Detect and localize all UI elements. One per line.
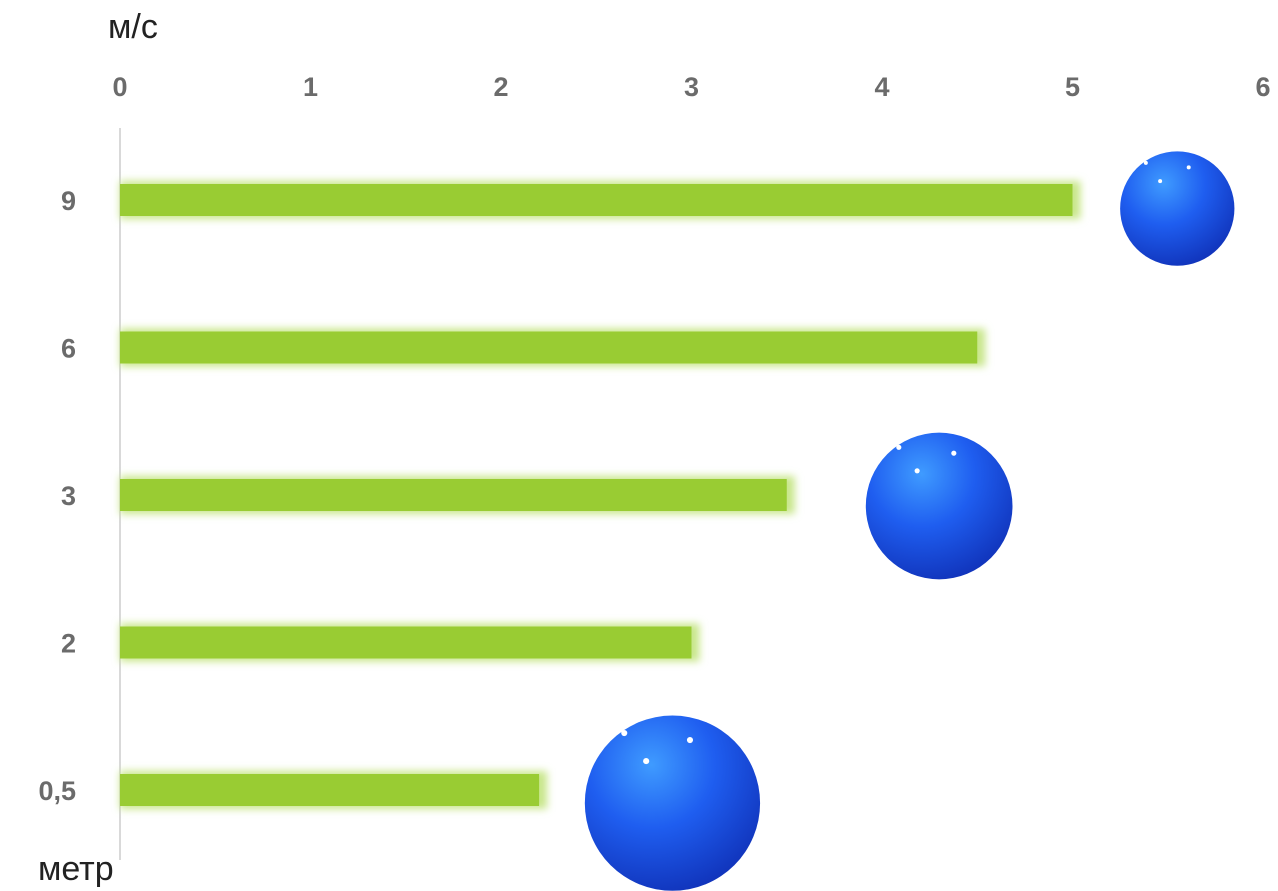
ball-icon <box>865 432 1013 580</box>
y-tick-label: 6 <box>61 334 76 364</box>
y-tick-label: 9 <box>61 186 76 216</box>
balls <box>584 151 1235 891</box>
bar <box>120 479 787 511</box>
bar <box>120 626 692 659</box>
x-unit-label: м/с <box>108 8 158 46</box>
y-unit-label: метр <box>38 850 114 888</box>
bars <box>120 181 1081 809</box>
ball-icon <box>584 715 761 891</box>
x-tick-label: 0 <box>112 72 127 102</box>
x-tick-label: 3 <box>684 72 699 102</box>
x-tick-label: 1 <box>303 72 318 102</box>
x-tick-label: 4 <box>874 72 889 102</box>
y-axis-ticks: 9 6 3 2 0,5 <box>38 186 76 806</box>
bar <box>120 184 1073 216</box>
y-tick-label: 3 <box>61 481 76 511</box>
bar <box>120 774 540 806</box>
x-tick-label: 5 <box>1065 72 1080 102</box>
x-tick-label: 2 <box>493 72 508 102</box>
y-tick-label: 0,5 <box>38 776 76 806</box>
bar <box>120 331 978 364</box>
x-tick-label: 6 <box>1255 72 1270 102</box>
ball-icon <box>1120 151 1235 266</box>
x-axis-ticks: 0 1 2 3 4 5 6 <box>112 72 1270 102</box>
y-tick-label: 2 <box>61 629 76 659</box>
